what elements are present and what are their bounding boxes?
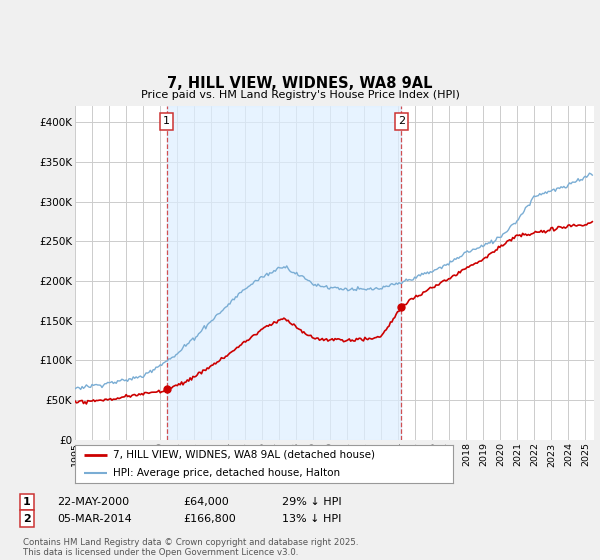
Text: 29% ↓ HPI: 29% ↓ HPI — [282, 497, 341, 507]
Text: 1: 1 — [163, 116, 170, 127]
Text: £166,800: £166,800 — [183, 514, 236, 524]
Bar — [167, 106, 401, 440]
Text: 05-MAR-2014: 05-MAR-2014 — [57, 514, 132, 524]
Text: Contains HM Land Registry data © Crown copyright and database right 2025.
This d: Contains HM Land Registry data © Crown c… — [23, 538, 358, 557]
Text: 1: 1 — [23, 497, 31, 507]
Text: 22-MAY-2000: 22-MAY-2000 — [57, 497, 129, 507]
Text: HPI: Average price, detached house, Halton: HPI: Average price, detached house, Halt… — [113, 468, 340, 478]
Text: 13% ↓ HPI: 13% ↓ HPI — [282, 514, 341, 524]
Text: Price paid vs. HM Land Registry's House Price Index (HPI): Price paid vs. HM Land Registry's House … — [140, 90, 460, 100]
Text: 2: 2 — [398, 116, 405, 127]
Text: 2: 2 — [23, 514, 31, 524]
Text: 7, HILL VIEW, WIDNES, WA8 9AL: 7, HILL VIEW, WIDNES, WA8 9AL — [167, 76, 433, 91]
Text: 7, HILL VIEW, WIDNES, WA8 9AL (detached house): 7, HILL VIEW, WIDNES, WA8 9AL (detached … — [113, 450, 375, 460]
Text: £64,000: £64,000 — [183, 497, 229, 507]
